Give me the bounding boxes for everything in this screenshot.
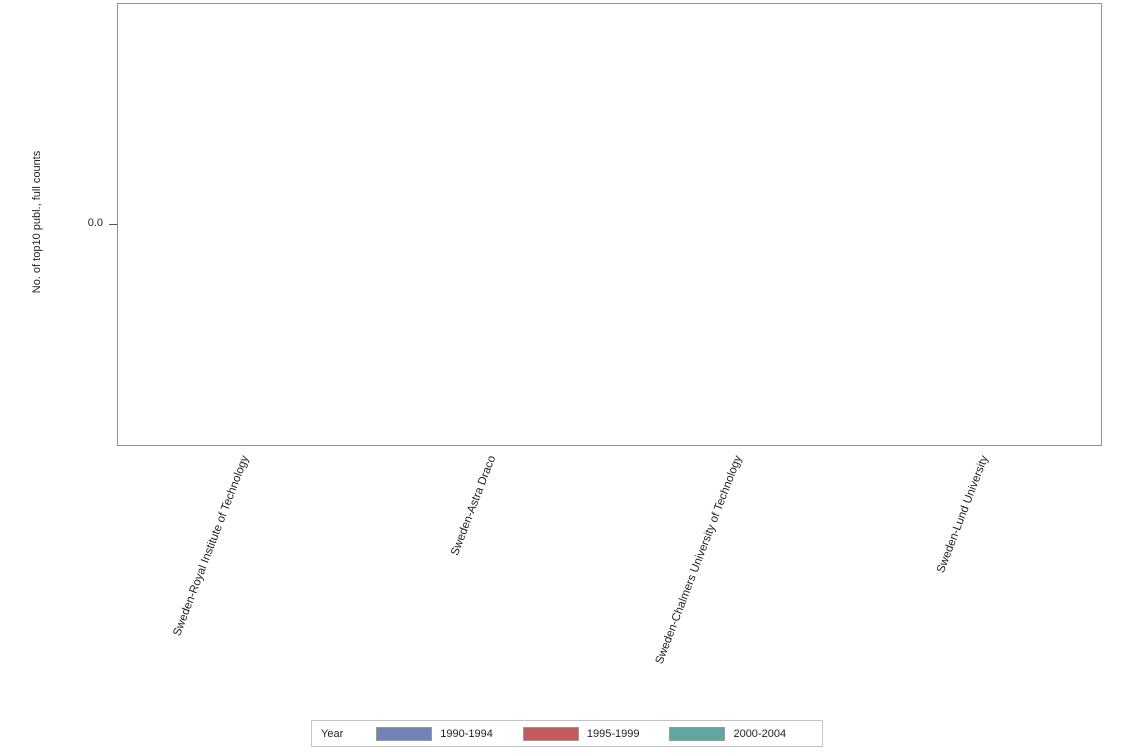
y-tick-label: 0.0 <box>87 217 103 229</box>
x-category-label: Sweden-Chalmers University of Technology <box>653 454 745 666</box>
y-axis-label: No. of top10 publ., full counts <box>31 150 43 294</box>
legend: Year 1990-1994 1995-1999 2000-2004 <box>311 720 823 747</box>
legend-swatch-2000-2004 <box>669 726 726 741</box>
legend-label-2000-2004: 2000-2004 <box>733 727 787 740</box>
plot-area <box>117 3 1102 446</box>
x-category-label: Sweden-Lund University <box>935 454 992 575</box>
legend-swatch-1990-1994 <box>376 726 433 741</box>
x-category-label: Sweden-Astra Draco <box>448 454 499 558</box>
legend-label-1990-1994: 1990-1994 <box>440 727 493 740</box>
legend-title: Year <box>321 727 344 740</box>
y-tick-mark <box>109 224 117 225</box>
legend-swatch-1995-1999 <box>522 726 579 741</box>
legend-label-1995-1999: 1995-1999 <box>586 727 640 740</box>
x-category-label: Sweden-Royal Institute of Technology <box>171 454 252 638</box>
